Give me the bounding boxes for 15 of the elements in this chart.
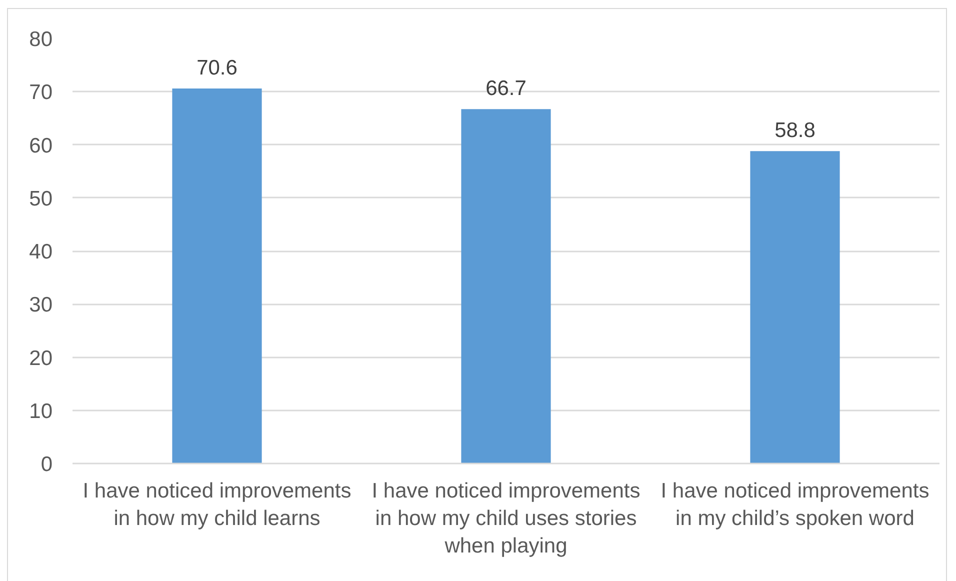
data-label: 58.8 [774, 119, 816, 142]
y-tick-label: 20 [29, 346, 52, 370]
y-tick-label: 50 [29, 187, 52, 210]
y-tick-label: 80 [29, 28, 52, 51]
y-tick-label: 70 [29, 81, 52, 104]
y-tick-label: 30 [29, 294, 52, 317]
data-label: 70.6 [196, 56, 238, 80]
y-tick-label: 0 [40, 453, 53, 476]
x-tick-label: I have noticed improvements in how my child learns [82, 480, 352, 530]
data-label: 66.7 [486, 77, 526, 100]
y-tick-label: 60 [29, 134, 52, 158]
y-tick-label: 10 [29, 400, 52, 423]
x-tick-label: I have noticed improvements in how my child uses stories when playing [372, 480, 640, 558]
y-tick-label: 40 [29, 240, 52, 264]
x-tick-label: I have noticed improvements in my child’s spoken word [660, 480, 930, 530]
